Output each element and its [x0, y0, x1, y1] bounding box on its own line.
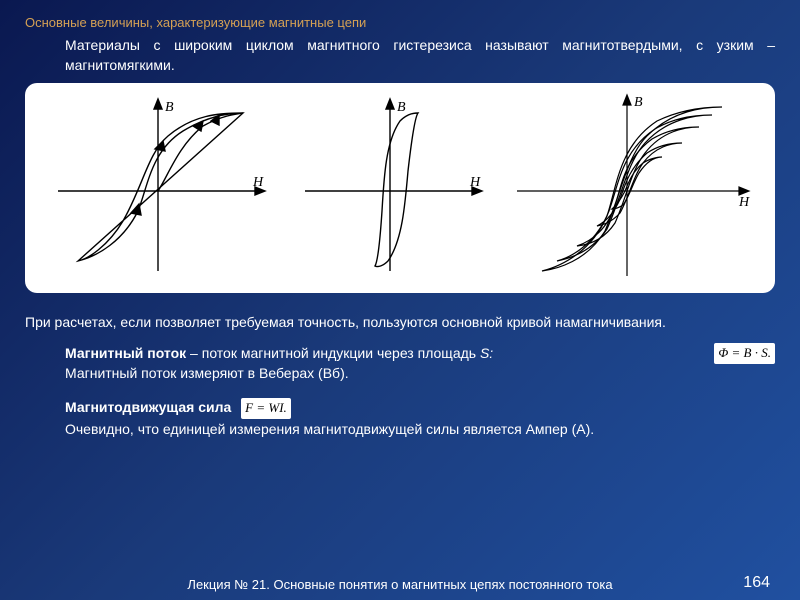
mmf-unit: Очевидно, что единицей измерения магнито… — [65, 421, 594, 437]
flux-definition: – поток магнитной индукции через площадь — [186, 345, 480, 361]
axis-B-label-3: B — [634, 95, 643, 110]
slide-heading: Основные величины, характеризующие магни… — [25, 15, 775, 30]
flux-unit: Магнитный поток измеряют в Веберах (Вб). — [65, 365, 349, 381]
hysteresis-narrow-diagram: B H — [290, 91, 490, 286]
footer-lecture-title: Лекция № 21. Основные понятия о магнитны… — [0, 577, 800, 592]
axis-H-label-2: H — [469, 175, 481, 190]
hysteresis-family-diagram: B H — [507, 91, 757, 286]
hysteresis-wide-diagram: B H — [43, 91, 273, 286]
axis-B-label-2: B — [397, 100, 406, 115]
page-number: 164 — [743, 574, 770, 592]
magnetization-curve-note: При расчетах, если позволяет требуемая т… — [25, 313, 775, 333]
flux-area-symbol: S: — [480, 345, 493, 361]
mmf-term: Магнитодвижущая сила — [65, 399, 231, 415]
mmf-block: Магнитодвижущая сила F = WI. Очевидно, ч… — [25, 397, 775, 439]
axis-H-label: H — [252, 175, 264, 190]
axis-B-label: B — [165, 100, 174, 115]
mmf-formula: F = WI. — [241, 398, 291, 419]
axis-H-label-3: H — [738, 195, 750, 210]
flux-formula: Φ = B · S. — [714, 343, 775, 364]
hysteresis-diagram-panel: B H B H — [25, 83, 775, 293]
flux-term: Магнитный поток — [65, 345, 186, 361]
magnetic-flux-block: Магнитный поток – поток магнитной индукц… — [25, 343, 775, 384]
intro-text: Материалы с широким циклом магнитного ги… — [25, 36, 775, 75]
